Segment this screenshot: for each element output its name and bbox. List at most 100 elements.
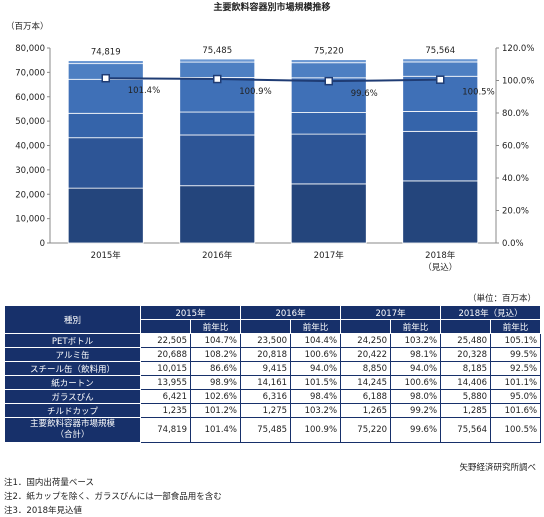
- row-label: 紙カートン: [4, 375, 141, 390]
- header-blank: [440, 319, 492, 334]
- row-label: PETボトル: [4, 333, 141, 348]
- x-tick-label: （見込）: [423, 262, 457, 273]
- bar-total-label: 74,819: [91, 48, 121, 58]
- y-tick-label-left: 50,000: [15, 117, 45, 127]
- yoy-cell: 101.5%: [290, 375, 342, 390]
- bar-segment: [290, 112, 367, 135]
- value-cell: 6,316: [240, 389, 292, 404]
- header-year: 2015年: [139, 305, 242, 320]
- bar-segment: [290, 59, 367, 64]
- yoy-cell: 92.5%: [490, 361, 542, 376]
- yoy-cell: 95.0%: [490, 389, 542, 404]
- y-tick-label-right: 40.0%: [502, 174, 529, 184]
- yoy-cell: 105.1%: [490, 333, 542, 348]
- x-tick-label: 2017年: [314, 250, 345, 261]
- header-year: 2018年（見込）: [440, 305, 542, 320]
- yoy-data-label: 99.6%: [351, 89, 378, 99]
- table-body: PETボトル 22,505 104.7% 23,500 104.4% 24,250 103.…: [4, 333, 542, 443]
- value-cell: 25,480: [440, 333, 492, 348]
- y-tick-label-left: 60,000: [15, 93, 45, 103]
- header-yoy: 前年比: [290, 319, 342, 334]
- bar-total-label: 75,220: [314, 47, 344, 57]
- chart-title: 主要飲料容器別市場規模推移: [213, 1, 330, 13]
- yoy-cell: 104.7%: [189, 333, 242, 348]
- value-cell: 1,235: [140, 403, 191, 418]
- header-yoy: 前年比: [189, 319, 242, 334]
- value-cell: 9,415: [240, 361, 292, 376]
- yoy-marker: [436, 75, 445, 84]
- row-label: チルドカップ: [4, 403, 141, 418]
- total-value-cell: 75,220: [340, 417, 392, 443]
- header-blank: [140, 319, 191, 334]
- value-cell: 13,955: [140, 375, 191, 390]
- value-cell: 14,161: [240, 375, 292, 390]
- note-3: 注3．2018年見込値: [4, 506, 83, 516]
- source-note: 矢野経済研究所調べ: [459, 463, 536, 473]
- yoy-marker: [324, 76, 333, 86]
- value-cell: 23,500: [240, 333, 292, 348]
- y-tick-label-right: 20.0%: [502, 207, 529, 217]
- header-yoy: 前年比: [390, 319, 442, 334]
- bar-total-label: 75,564: [425, 46, 455, 56]
- bar-segment: [290, 62, 367, 79]
- y-tick-label-right: 60.0%: [502, 142, 529, 152]
- yoy-cell: 98.1%: [390, 347, 442, 362]
- stacked-bar-chart: 主要飲料容器別市場規模推移 0 10,000 20,000 30,000 40,000 5…: [15, 1, 534, 273]
- value-cell: 1,265: [340, 403, 392, 418]
- total-yoy-cell: 100.5%: [490, 417, 542, 443]
- yoy-data-label: 100.9%: [239, 87, 271, 97]
- table-subheader-row: 前年比 前年比 前年比 前年比: [5, 319, 542, 334]
- yoy-cell: 101.6%: [490, 403, 542, 418]
- bar-segment: [402, 58, 479, 63]
- table-row: PETボトル 22,505 104.7% 23,500 104.4% 24,250 103.…: [4, 333, 542, 348]
- header-blank: [240, 319, 292, 334]
- yoy-cell: 98.4%: [290, 389, 342, 404]
- y-tick-label-left: 30,000: [15, 166, 45, 176]
- total-yoy-cell: 99.6%: [390, 417, 442, 443]
- data-table: 種別 2015年 2016年 2017年 2018年（見込） 前年比 前年比 前…: [4, 305, 542, 443]
- value-cell: 10,015: [140, 361, 191, 376]
- row-label: スチール缶（飲料用）: [4, 361, 141, 376]
- yoy-cell: 100.6%: [390, 375, 442, 390]
- value-cell: 8,185: [440, 361, 492, 376]
- y-tick-label-right: 120.0%: [502, 44, 534, 54]
- value-cell: 14,406: [440, 375, 492, 390]
- yoy-cell: 94.0%: [390, 361, 442, 376]
- bar-segment: [67, 78, 144, 114]
- bar-segment: [67, 187, 144, 244]
- plot-area: 0 10,000 20,000 30,000 40,000 50,000 60,000 70,…: [15, 44, 534, 273]
- value-cell: 5,880: [440, 389, 492, 404]
- yoy-cell: 98.9%: [189, 375, 242, 390]
- y-tick-label-right: 0.0%: [502, 239, 524, 249]
- note-1: 注1．国内出荷量ベース: [4, 478, 94, 488]
- total-value-cell: 75,485: [240, 417, 292, 443]
- value-cell: 6,188: [340, 389, 392, 404]
- table-row: 紙カートン 13,955 98.9% 14,161 101.5% 14,245 100.6%…: [4, 375, 542, 390]
- bar-segment: [67, 60, 144, 65]
- x-tick-label: 2016年: [202, 250, 233, 261]
- yoy-data-label: 100.5%: [462, 88, 494, 98]
- bar-segment: [402, 180, 479, 244]
- value-cell: 20,422: [340, 347, 392, 362]
- y-tick-label-left: 20,000: [15, 190, 45, 200]
- bar-segment: [179, 58, 256, 63]
- y-axis-unit: （百万本）: [6, 22, 49, 32]
- value-cell: 22,505: [140, 333, 191, 348]
- y-tick-label-left: 10,000: [15, 215, 45, 225]
- yoy-cell: 86.6%: [189, 361, 242, 376]
- bar-segment: [402, 130, 479, 182]
- yoy-cell: 99.5%: [490, 347, 542, 362]
- yoy-cell: 101.2%: [189, 403, 242, 418]
- yoy-line: [105, 77, 441, 83]
- yoy-data-label: 101.4%: [128, 86, 160, 96]
- y-tick-label-left: 40,000: [15, 142, 45, 152]
- value-cell: 20,688: [140, 347, 191, 362]
- yoy-cell: 100.6%: [290, 347, 342, 362]
- note-2: 注2．紙カップを除く、ガラスびんには一部食品用を含む: [4, 492, 222, 502]
- bar-segment: [290, 183, 367, 244]
- table-unit: （単位：百万本）: [467, 294, 536, 304]
- bar-segment: [67, 112, 144, 139]
- row-label: ガラスびん: [4, 389, 141, 404]
- yoy-cell: 102.6%: [189, 389, 242, 404]
- y-tick-label-left: 70,000: [15, 68, 45, 78]
